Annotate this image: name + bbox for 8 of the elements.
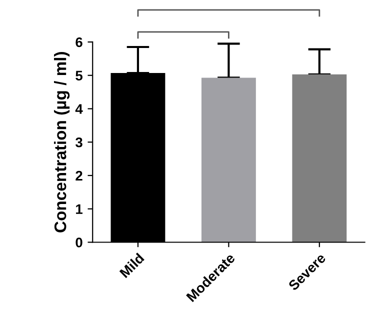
y-tick-label: 6 xyxy=(76,37,82,48)
y-tick-label: 5 xyxy=(76,70,82,81)
y-tick-label: 4 xyxy=(75,104,83,114)
y-tick-label: 0 xyxy=(76,238,82,248)
y-tick-label: 1 xyxy=(76,204,82,214)
y-axis-title: Concentration (µg / ml) xyxy=(54,52,70,232)
y-tick-label: 2 xyxy=(76,170,82,181)
y-tick-label: 3 xyxy=(75,137,82,148)
